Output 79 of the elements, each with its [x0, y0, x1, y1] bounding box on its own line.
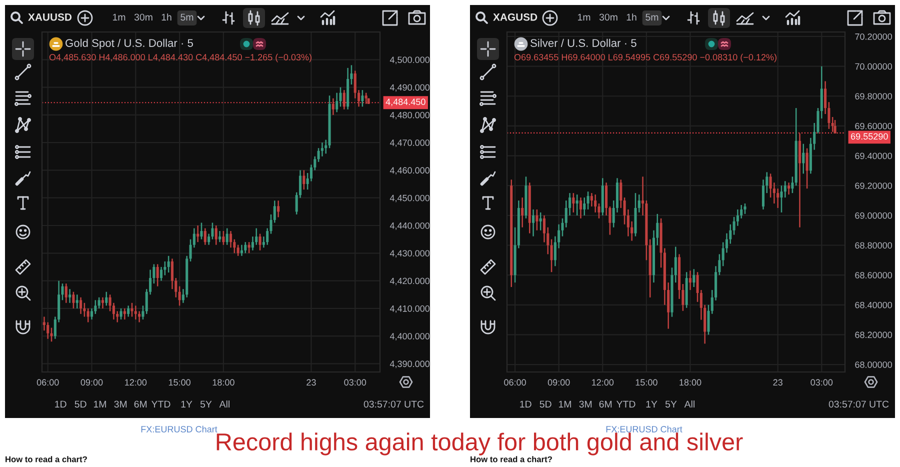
text: 03:57:07 UTC [364, 400, 424, 408]
y-tick-label: 4,490.000 [390, 84, 430, 92]
y-tick-label: 70.20000 [855, 33, 892, 40]
y-tick-label: 4,430.000 [390, 250, 430, 258]
x-tick-label: 09:00 [548, 379, 570, 386]
text: 1D [55, 400, 66, 408]
y-tick-label: 4,410.000 [390, 305, 430, 313]
text: All [219, 400, 230, 408]
y-tick-label: 4,500.000 [390, 56, 430, 64]
y-tick-label: 69.00000 [855, 212, 892, 219]
y-tick-label: 4,460.000 [390, 167, 430, 175]
y-tick-label: 68.80000 [855, 242, 892, 249]
text: How to read a chart? [470, 456, 552, 462]
y-tick-label: 69.40000 [855, 152, 892, 160]
text: 1Y [181, 400, 192, 408]
text: All [684, 400, 694, 408]
x-tick-label: 18:00 [680, 379, 702, 386]
text: 1Y [646, 400, 658, 408]
y-tick-label: 4,440.000 [390, 222, 430, 230]
text: 3M [114, 400, 127, 408]
x-tick-label: 06:00 [504, 379, 526, 386]
y-tick-label: 68.60000 [855, 272, 892, 278]
y-tick-label: 69.20000 [855, 182, 892, 189]
text: FX:EURUSD Chart [606, 426, 682, 432]
text: 30m [599, 14, 618, 21]
x-tick-label: 12:00 [125, 379, 147, 386]
y-tick-label: 70.00000 [855, 63, 892, 70]
x-tick-label: 23 [306, 379, 316, 386]
text: 5Y [665, 400, 677, 408]
text: YTD [616, 400, 636, 408]
y-tick-label: 69.60000 [855, 122, 892, 130]
text: YTD [151, 400, 170, 408]
text: 03:57:07 UTC [828, 400, 889, 408]
annotation: O69.63455 H69.64000 L69.54995 C69.55290 −0.08310 (−0.12%) [514, 54, 776, 62]
text: Record highs again today for both gold and silver [216, 432, 743, 456]
chart-title: Silver / U.S. Dollar · 5 [530, 38, 636, 47]
text: 1m [578, 14, 590, 21]
text: 5Y [200, 400, 212, 408]
text: 6M [599, 400, 612, 408]
text: 5m [180, 14, 194, 21]
text: FX:EURUSD Chart [141, 426, 218, 432]
text: 5D [540, 400, 552, 408]
text: 1D [520, 400, 532, 408]
y-tick-label: 4,480.000 [390, 112, 430, 120]
y-tick-label: 4,450.000 [390, 194, 430, 202]
text: 5D [74, 400, 86, 408]
text: 1h [162, 13, 172, 21]
y-tick-label: 68.00000 [855, 362, 892, 368]
ref-line-label: 4,484.450 [386, 98, 426, 106]
x-tick-label: 15:00 [168, 379, 190, 386]
x-tick-label: 09:00 [80, 379, 103, 386]
x-tick-label: 03:00 [810, 379, 833, 386]
y-tick-label: 69.80000 [855, 93, 892, 100]
x-tick-label: 23 [773, 379, 782, 386]
text: 1M [558, 400, 571, 408]
y-tick-label: 68.40000 [855, 302, 892, 308]
text: XAUUSD [28, 13, 72, 21]
annotation: O4,485.630 H4,486.000 L4,484.430 C4,484.450 −1.265 (−0.03%) [49, 54, 312, 62]
ref-line-label: 69.55290 [851, 133, 888, 140]
text: How to read a chart? [6, 456, 87, 462]
text: 5m [646, 14, 658, 21]
x-tick-label: 12:00 [592, 379, 614, 386]
x-tick-label: 06:00 [36, 379, 59, 386]
y-tick-label: 4,420.000 [390, 278, 430, 286]
x-tick-label: 18:00 [212, 379, 234, 386]
y-tick-label: 4,470.000 [390, 140, 430, 147]
y-tick-label: 4,400.000 [390, 333, 430, 340]
text: 3M [579, 400, 592, 408]
text: Gold Spot / U.S. Dollar · 5 [66, 38, 193, 50]
x-tick-label: 15:00 [636, 379, 658, 386]
text: 30m [134, 14, 152, 21]
text: 1M [94, 400, 106, 408]
text: 1h [626, 13, 636, 21]
text: XAGUSD [493, 13, 538, 21]
text: 1m [112, 14, 126, 21]
y-tick-label: 4,390.000 [390, 360, 430, 368]
text: 6M [134, 400, 147, 408]
x-tick-label: 03:00 [344, 379, 366, 386]
y-tick-label: 68.20000 [855, 332, 892, 338]
